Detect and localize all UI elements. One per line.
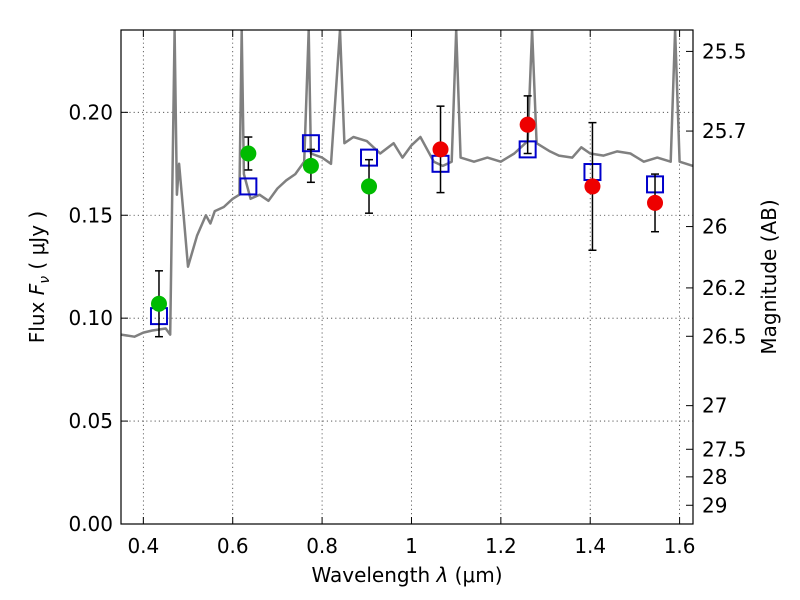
x-tick-label: 0.4 bbox=[127, 534, 159, 558]
green-data-point bbox=[361, 178, 378, 195]
magnitude-tick-label: 27.5 bbox=[702, 437, 747, 461]
y-tick-label: 0.20 bbox=[68, 100, 113, 124]
magnitude-tick-label: 25.7 bbox=[702, 119, 747, 143]
y-tick-label: 0.00 bbox=[68, 512, 113, 536]
y-tick-label: 0.10 bbox=[68, 306, 113, 330]
x-tick-label: 0.8 bbox=[306, 534, 338, 558]
x-tick-label: 1.4 bbox=[574, 534, 606, 558]
red-data-point bbox=[584, 178, 601, 195]
magnitude-axis-label: Magnitude (AB) bbox=[757, 199, 781, 354]
y-axis-ticks: 0.00 0.05 0.10 0.15 0.20 bbox=[68, 100, 128, 536]
magnitude-tick-label: 29 bbox=[702, 493, 727, 517]
y-tick-label: 0.05 bbox=[68, 409, 113, 433]
x-axis-label: Wavelength λ (μm) bbox=[311, 563, 502, 587]
spectrum-line bbox=[121, 30, 693, 338]
y-axis-label: Flux Fν ( μJy ) bbox=[25, 211, 53, 343]
green-data-point bbox=[150, 295, 167, 312]
x-tick-label: 1 bbox=[405, 534, 418, 558]
magnitude-tick-label: 26.2 bbox=[702, 276, 747, 300]
red-data-point bbox=[647, 194, 664, 211]
magnitude-axis-ticks: 25.5 25.7 26 26.2 26.5 27 27.5 28 29 bbox=[686, 39, 747, 517]
magnitude-tick-label: 26.5 bbox=[702, 324, 747, 348]
green-data-point bbox=[240, 145, 257, 162]
plot-clip-group bbox=[121, 30, 693, 338]
green-data-point bbox=[302, 157, 319, 174]
plot-frame bbox=[120, 29, 694, 525]
magnitude-tick-label: 28 bbox=[702, 465, 727, 489]
magnitude-tick-label: 25.5 bbox=[702, 39, 747, 63]
magnitude-tick-label: 26 bbox=[702, 215, 727, 239]
magnitude-tick-label: 27 bbox=[702, 394, 727, 418]
x-axis-ticks: 0.4 0.6 0.8 1 1.2 1.4 1.6 bbox=[127, 30, 696, 558]
y-tick-label: 0.15 bbox=[68, 203, 113, 227]
x-tick-label: 0.6 bbox=[217, 534, 249, 558]
red-data-point bbox=[432, 141, 449, 158]
plot-grid bbox=[121, 30, 693, 525]
model-square-marker bbox=[239, 177, 258, 196]
x-tick-label: 1.2 bbox=[485, 534, 517, 558]
red-data-point bbox=[519, 116, 536, 133]
x-tick-label: 1.6 bbox=[664, 534, 696, 558]
